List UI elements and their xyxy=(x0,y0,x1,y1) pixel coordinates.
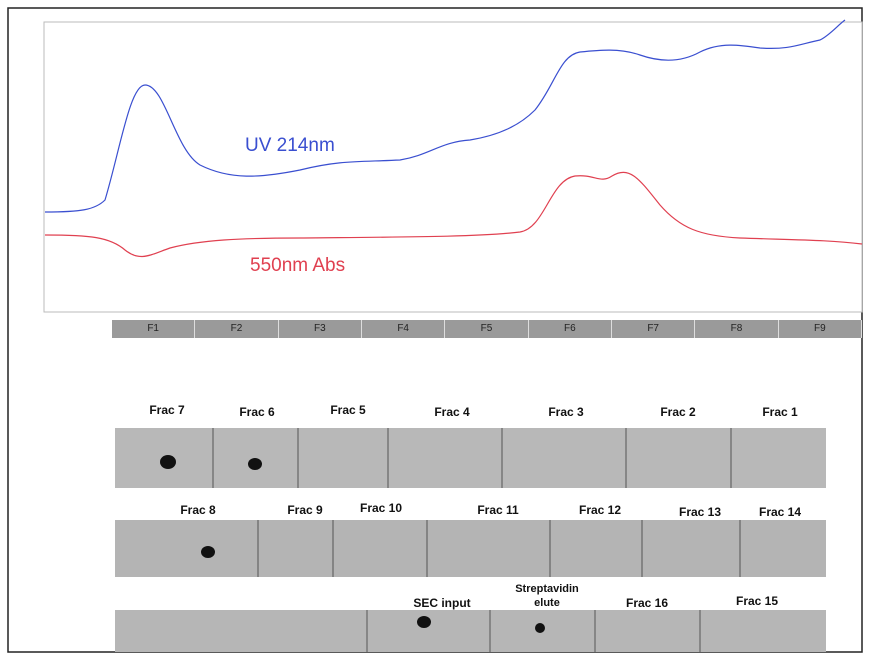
blot-strip xyxy=(115,520,826,577)
fraction-label: F1 xyxy=(112,320,196,338)
fraction-label: F7 xyxy=(612,320,696,338)
fraction-label: F3 xyxy=(278,320,362,338)
uv-trace xyxy=(44,19,846,213)
blot-label: Frac 9 xyxy=(287,503,323,517)
blot-label: Frac 5 xyxy=(330,403,366,417)
blot-label: Frac 3 xyxy=(548,405,584,419)
blot-label: Frac 8 xyxy=(180,503,216,517)
blot-label: Frac 14 xyxy=(758,505,802,519)
blot-label: Frac 6 xyxy=(239,405,275,419)
blot-label: Frac 10 xyxy=(359,501,403,515)
trace-label: UV 214nm xyxy=(245,135,335,156)
blot-label: Frac 4 xyxy=(434,405,470,419)
trace-label: 550nm Abs xyxy=(250,255,346,276)
blot-strip xyxy=(115,428,826,488)
blot-label: Streptavidin elute xyxy=(515,583,579,609)
fraction-label: F9 xyxy=(778,320,862,338)
fraction-label: F8 xyxy=(695,320,779,338)
fraction-label: F6 xyxy=(528,320,612,338)
plot-area xyxy=(43,21,863,313)
blot-strip xyxy=(115,610,826,652)
blot-label: Frac 11 xyxy=(477,503,519,517)
fraction-label: F2 xyxy=(195,320,279,338)
blot-label: SEC input xyxy=(413,596,471,610)
fraction-label: F5 xyxy=(445,320,529,338)
blot-label: Frac 15 xyxy=(735,594,779,608)
blot-label: Frac 12 xyxy=(578,503,622,517)
blot-label: Frac 7 xyxy=(149,403,185,417)
abs-trace xyxy=(44,171,863,258)
blot-strips xyxy=(115,428,826,652)
blot-label: Frac 1 xyxy=(762,405,798,419)
blot-label: Frac 2 xyxy=(660,405,696,419)
blot-label: Frac 16 xyxy=(625,596,669,610)
fraction-label: F4 xyxy=(362,320,446,338)
blot-label: Frac 13 xyxy=(678,505,722,519)
